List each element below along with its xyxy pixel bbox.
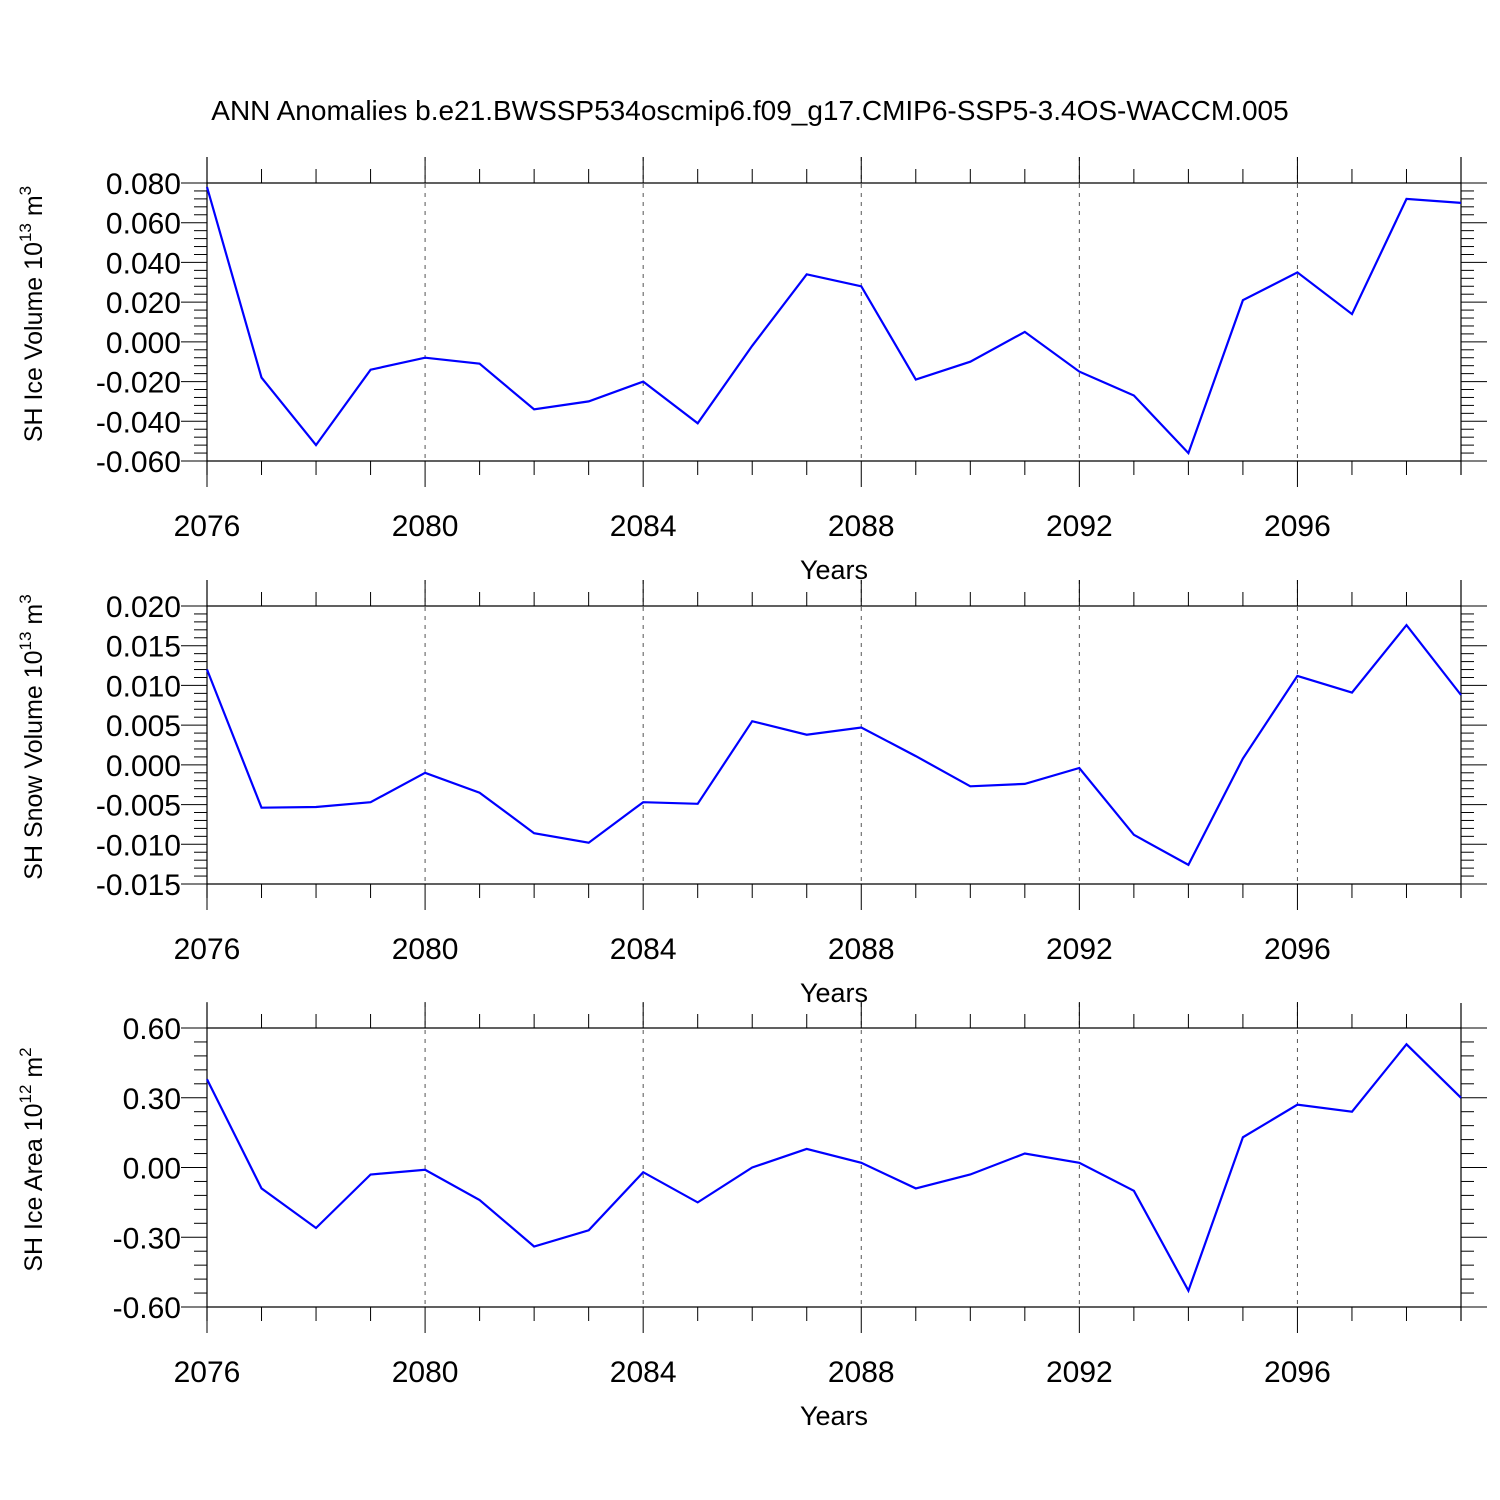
y-tick-label: 0.080 xyxy=(106,168,181,201)
y-tick-label: 0.020 xyxy=(106,287,181,320)
y-axis-label-unit: m xyxy=(20,195,48,223)
y-axis-label-unit: m xyxy=(20,1057,48,1085)
x-tick-label: 2092 xyxy=(1046,1356,1113,1389)
x-tick-label: 2080 xyxy=(392,933,459,966)
series-line xyxy=(205,623,1462,867)
x-tick-label: 2088 xyxy=(828,1356,895,1389)
y-tick-label: -0.020 xyxy=(96,367,181,400)
y-axis-label-main: SH Ice Area 10 xyxy=(20,1104,48,1272)
y-tick-label: 0.000 xyxy=(106,327,181,360)
y-axis-label-main: SH Ice Volume 10 xyxy=(20,242,48,442)
y-axis-label-unit-exponent: 2 xyxy=(16,1047,35,1056)
y-tick-label: -0.010 xyxy=(96,829,181,862)
y-axis-label-main: SH Snow Volume 10 xyxy=(20,650,48,879)
y-tick-label: 0.020 xyxy=(106,591,181,624)
x-tick-label: 2096 xyxy=(1264,510,1331,543)
x-tick-label: 2076 xyxy=(174,1356,241,1389)
y-tick-label: 0.005 xyxy=(106,710,181,743)
y-tick-label: -0.005 xyxy=(96,790,181,823)
y-tick-label: -0.60 xyxy=(113,1292,181,1325)
y-axis-label-exponent: 13 xyxy=(16,632,35,651)
x-tick-label: 2084 xyxy=(610,510,677,543)
y-tick-label: -0.30 xyxy=(113,1222,181,1255)
panel-1: 0.080 0.060 0.040 0.020 0.000 -0.020 -0.040 -0.… xyxy=(16,157,1487,585)
y-axis-label-unit-exponent: 3 xyxy=(16,594,35,603)
x-tick-label: 2076 xyxy=(174,933,241,966)
x-tick-label: 2084 xyxy=(610,1356,677,1389)
x-tick-label: 2092 xyxy=(1046,933,1113,966)
x-tick-label: 2096 xyxy=(1264,1356,1331,1389)
y-tick-label: 0.000 xyxy=(106,750,181,783)
y-tick-label: 0.010 xyxy=(106,670,181,703)
x-tick-label: 2096 xyxy=(1264,933,1331,966)
y-tick-label: 0.00 xyxy=(123,1153,181,1186)
x-tick-label: 2080 xyxy=(392,510,459,543)
x-axis-label: Years xyxy=(800,1401,868,1431)
panel-2: 0.020 0.015 0.010 0.005 0.000 -0.005 -0.010 -0.… xyxy=(16,580,1487,1008)
x-tick-label: 2084 xyxy=(610,933,677,966)
x-tick-label: 2076 xyxy=(174,510,241,543)
y-tick-label: -0.060 xyxy=(96,446,181,479)
x-tick-label: 2080 xyxy=(392,1356,459,1389)
y-axis-label-exponent: 13 xyxy=(16,223,35,242)
y-axis-label-exponent: 12 xyxy=(16,1085,35,1104)
y-axis-label-unit: m xyxy=(20,604,48,632)
x-tick-label: 2088 xyxy=(828,510,895,543)
y-tick-label: -0.040 xyxy=(96,406,181,439)
y-axis-label: SH Ice Volume 1013 m3 xyxy=(16,186,48,442)
y-axis-label: SH Ice Area 1012 m2 xyxy=(16,1047,48,1271)
x-tick-label: 2092 xyxy=(1046,510,1113,543)
y-tick-label: 0.060 xyxy=(106,208,181,241)
x-tick-label: 2088 xyxy=(828,933,895,966)
y-tick-label: 0.30 xyxy=(123,1083,181,1116)
x-axis-label: Years xyxy=(800,978,868,1008)
x-axis-label: Years xyxy=(800,555,868,585)
y-axis-label: SH Snow Volume 1013 m3 xyxy=(16,594,48,879)
panel-3: 0.60 0.30 0.00 -0.30 -0.60 2076 2080 2084 2088 20… xyxy=(16,1002,1487,1431)
figure-title: ANN Anomalies b.e21.BWSSP534oscmip6.f09_… xyxy=(211,95,1288,126)
y-tick-label: -0.015 xyxy=(96,869,181,902)
y-tick-label: 0.040 xyxy=(106,247,181,280)
series-line xyxy=(205,186,1462,456)
series-line xyxy=(206,1042,1462,1294)
y-axis-label-unit-exponent: 3 xyxy=(16,186,35,195)
y-tick-label: 0.015 xyxy=(106,631,181,664)
y-tick-label: 0.60 xyxy=(123,1013,181,1046)
